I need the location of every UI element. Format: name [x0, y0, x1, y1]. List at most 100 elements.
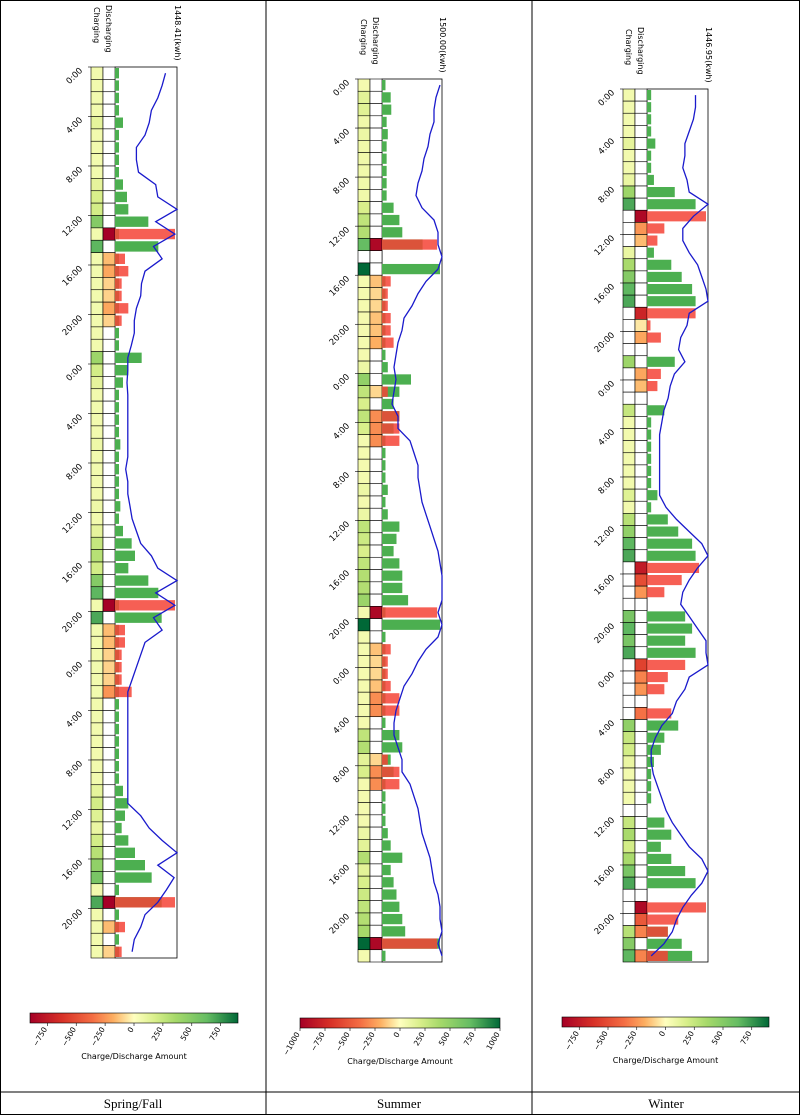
discharging-cell	[634, 488, 648, 502]
time-label: 16:00	[61, 561, 85, 585]
colorbar-tick-label: −500	[60, 1025, 78, 1048]
discharge-bar	[382, 656, 388, 667]
charge-bar	[647, 950, 693, 961]
discharge-bar	[382, 766, 400, 778]
discharging-cell	[634, 331, 648, 344]
discharging-cell	[369, 90, 383, 104]
discharge-bar	[382, 325, 391, 336]
charge-bar	[382, 815, 386, 827]
charging-cell	[357, 115, 371, 129]
discharging-cell	[369, 152, 383, 166]
charging-cell	[357, 740, 371, 754]
discharging-cell	[102, 549, 116, 563]
charging-cell	[622, 913, 636, 926]
charging-cell	[90, 437, 104, 451]
discharging-cell	[369, 704, 383, 718]
discharging-cell	[102, 487, 116, 501]
discharging-cell	[369, 520, 383, 534]
charging-cell	[90, 363, 104, 377]
charge-bar	[115, 204, 129, 215]
discharging-cell	[102, 215, 116, 229]
discharge-bar	[382, 276, 391, 287]
charging-cell	[622, 804, 636, 817]
discharging-cell	[634, 88, 648, 102]
charging-cell	[90, 586, 104, 600]
charge-bar	[115, 810, 125, 821]
discharge-bar	[647, 708, 672, 719]
charge-bar	[647, 538, 693, 549]
discharging-cell	[102, 858, 116, 872]
colorbar-tick-label: 750	[462, 1030, 477, 1047]
time-label: 4:00	[597, 428, 618, 449]
discharging-cell	[369, 851, 383, 865]
charging-cell	[357, 140, 371, 153]
discharging-cell	[369, 863, 383, 877]
discharging-cell	[369, 103, 383, 117]
charge-bar	[115, 872, 152, 883]
discharging-cell	[102, 747, 116, 761]
discharging-cell	[102, 536, 116, 550]
discharging-cell	[369, 397, 383, 411]
charging-cell	[90, 128, 104, 142]
panel-1: 0:00 4:00 8:00 12:00 16:00 20:00 0:00 4:00 8:00 1…	[281, 17, 502, 1111]
charging-cell	[90, 747, 104, 761]
charging-cell	[90, 908, 104, 922]
discharging-cell	[369, 900, 383, 914]
discharging-cell	[369, 238, 383, 251]
max-energy-label: 1446.95(kwh)	[704, 27, 713, 83]
discharge-bar	[647, 587, 665, 598]
charging-cell	[622, 282, 636, 296]
discharging-cell	[102, 759, 116, 773]
colorbar-tick-label: 0	[126, 1025, 136, 1034]
charge-bar	[115, 68, 119, 79]
discharging-cell	[369, 446, 383, 460]
charge-bar	[647, 478, 652, 489]
time-label: 0:00	[597, 379, 618, 400]
time-label: 4:00	[597, 719, 618, 740]
discharging-cell	[634, 573, 648, 587]
charging-cell	[357, 544, 371, 558]
discharging-cell	[634, 767, 648, 781]
charging-cell	[357, 373, 371, 386]
charge-bar	[647, 102, 652, 113]
discharging-cell	[369, 630, 383, 644]
charge-bar	[647, 853, 672, 864]
charging-cell	[90, 376, 104, 390]
charge-bar	[115, 538, 132, 549]
charging-cell	[90, 252, 104, 266]
charging-cell	[90, 338, 104, 352]
discharging-cell	[634, 779, 648, 793]
discharging-cell	[634, 828, 648, 842]
discharge-bar	[115, 674, 122, 685]
charge-bar	[382, 889, 397, 900]
discharge-bar	[382, 239, 438, 250]
discharging-cell	[102, 821, 116, 835]
charging-cell	[357, 863, 371, 877]
discharging-cell	[634, 694, 648, 708]
charging-cell	[622, 440, 636, 454]
discharging-cell	[102, 685, 116, 699]
time-label: 20:00	[328, 323, 352, 347]
charge-bar	[382, 398, 394, 410]
charging-cell	[622, 464, 636, 478]
discharging-cell	[369, 777, 383, 791]
charge-bar	[115, 860, 145, 871]
discharging-cell	[369, 422, 383, 435]
discharging-cell	[369, 679, 383, 693]
charge-bar	[115, 80, 119, 91]
time-label: 8:00	[597, 767, 618, 788]
charge-bar	[647, 611, 686, 622]
discharging-cell	[369, 802, 383, 816]
charge-bar	[647, 502, 652, 513]
charge-bar	[647, 769, 652, 780]
discharging-cell	[634, 270, 648, 284]
discharge-bar	[382, 337, 394, 348]
time-label: 8:00	[65, 165, 86, 186]
charging-cell	[90, 400, 104, 414]
charging-cell	[622, 343, 636, 357]
charge-bar	[115, 934, 119, 945]
discharging-cell	[369, 274, 383, 288]
charge-bar	[382, 926, 406, 937]
charging-cell	[622, 828, 636, 842]
discharge-bar	[647, 381, 658, 392]
